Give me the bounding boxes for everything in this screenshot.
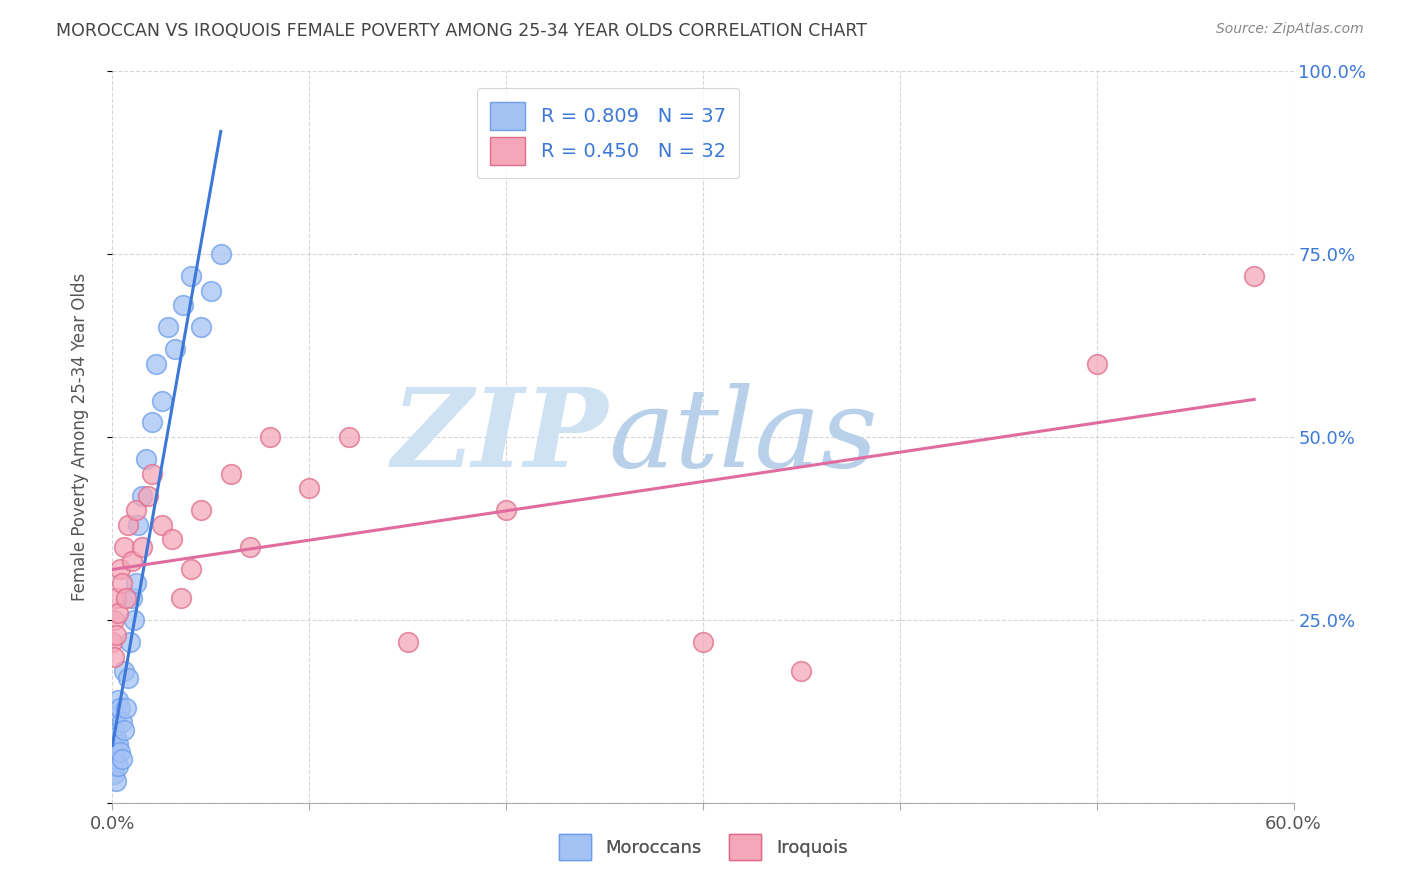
Point — [141, 416, 163, 430]
Point — [112, 664, 135, 678]
Point — [121, 554, 143, 568]
Point — [150, 517, 173, 532]
Point — [101, 635, 124, 649]
Point — [156, 320, 179, 334]
Point — [150, 393, 173, 408]
Point — [396, 635, 419, 649]
Point — [105, 773, 128, 788]
Point — [110, 700, 132, 714]
Legend: Moroccans, Iroquois: Moroccans, Iroquois — [551, 827, 855, 867]
Point — [131, 540, 153, 554]
Point — [107, 606, 129, 620]
Point — [103, 723, 125, 737]
Point — [111, 715, 134, 730]
Text: MOROCCAN VS IROQUOIS FEMALE POVERTY AMONG 25-34 YEAR OLDS CORRELATION CHART: MOROCCAN VS IROQUOIS FEMALE POVERTY AMON… — [56, 22, 868, 40]
Text: Source: ZipAtlas.com: Source: ZipAtlas.com — [1216, 22, 1364, 37]
Point — [172, 298, 194, 312]
Point — [180, 269, 202, 284]
Point — [101, 737, 124, 751]
Point — [495, 503, 517, 517]
Point — [115, 591, 138, 605]
Point — [103, 766, 125, 780]
Point — [190, 503, 212, 517]
Point — [337, 430, 360, 444]
Point — [117, 672, 139, 686]
Point — [127, 517, 149, 532]
Point — [103, 649, 125, 664]
Point — [790, 664, 813, 678]
Point — [180, 562, 202, 576]
Point — [136, 489, 159, 503]
Point — [145, 357, 167, 371]
Point — [190, 320, 212, 334]
Point — [105, 730, 128, 744]
Point — [115, 700, 138, 714]
Point — [209, 247, 232, 261]
Text: ZIP: ZIP — [392, 384, 609, 491]
Point — [110, 745, 132, 759]
Point — [117, 517, 139, 532]
Point — [219, 467, 242, 481]
Point — [170, 591, 193, 605]
Point — [121, 591, 143, 605]
Point — [122, 613, 145, 627]
Point — [111, 576, 134, 591]
Point — [141, 467, 163, 481]
Point — [125, 576, 148, 591]
Point — [131, 489, 153, 503]
Text: atlas: atlas — [609, 384, 879, 491]
Point — [105, 591, 128, 605]
Point — [107, 759, 129, 773]
Point — [200, 284, 222, 298]
Point — [105, 752, 128, 766]
Point — [165, 343, 187, 357]
Point — [298, 481, 321, 495]
Point — [107, 737, 129, 751]
Point — [105, 708, 128, 723]
Point — [112, 723, 135, 737]
Point — [135, 452, 157, 467]
Point — [112, 540, 135, 554]
Point — [1243, 269, 1265, 284]
Point — [105, 627, 128, 641]
Point — [103, 613, 125, 627]
Point — [111, 752, 134, 766]
Point — [107, 693, 129, 707]
Point — [692, 635, 714, 649]
Y-axis label: Female Poverty Among 25-34 Year Olds: Female Poverty Among 25-34 Year Olds — [70, 273, 89, 601]
Point — [125, 503, 148, 517]
Point — [160, 533, 183, 547]
Point — [1085, 357, 1108, 371]
Point — [101, 759, 124, 773]
Point — [120, 635, 142, 649]
Point — [103, 745, 125, 759]
Point — [259, 430, 281, 444]
Point — [239, 540, 262, 554]
Point — [110, 562, 132, 576]
